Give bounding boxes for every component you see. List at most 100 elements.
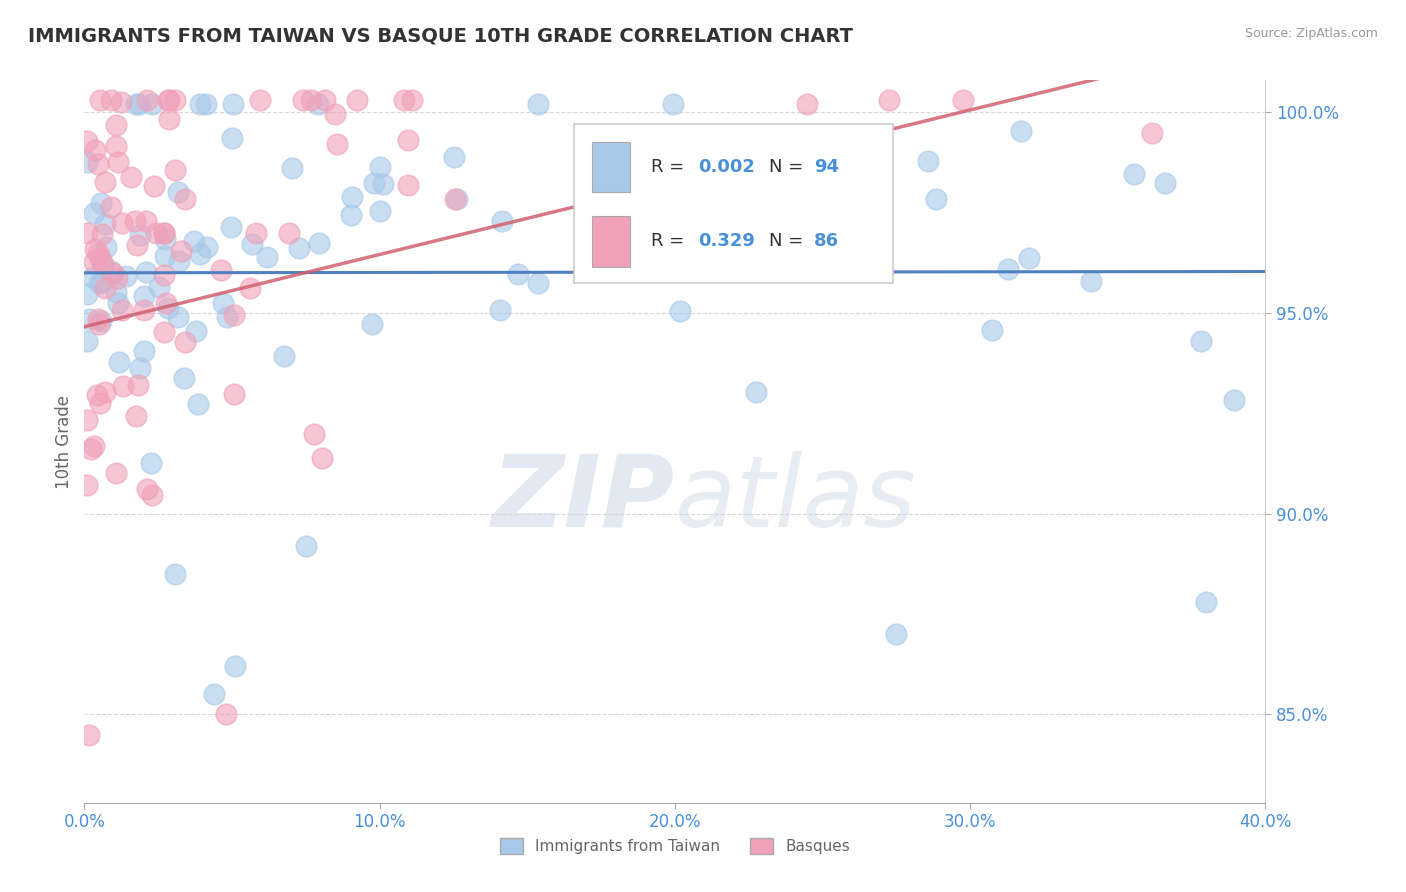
Point: [120, 169, 142, 184]
Point: [93, 175, 115, 189]
Point: [153, 232, 176, 246]
Point: [159, 94, 181, 108]
Point: [129, 361, 152, 376]
Point: [76, 413, 98, 427]
Point: [167, 185, 190, 199]
Point: [132, 303, 155, 318]
Point: [1018, 251, 1040, 265]
Point: [107, 296, 129, 310]
Point: [100, 200, 122, 214]
Point: [239, 281, 262, 295]
Point: [952, 94, 974, 108]
Point: [77, 728, 100, 742]
Point: [917, 154, 939, 169]
Point: [155, 296, 177, 310]
Point: [132, 289, 155, 303]
Point: [134, 344, 156, 359]
Point: [308, 235, 330, 250]
Point: [371, 177, 394, 191]
Text: IMMIGRANTS FROM TAIWAN VS BASQUE 10TH GRADE CORRELATION CHART: IMMIGRANTS FROM TAIWAN VS BASQUE 10TH GR…: [28, 27, 853, 45]
Point: [129, 227, 152, 242]
Point: [1154, 176, 1177, 190]
Point: [104, 466, 127, 480]
Point: [100, 264, 122, 278]
Point: [153, 268, 176, 282]
Point: [491, 214, 513, 228]
Point: [1080, 275, 1102, 289]
Point: [368, 160, 391, 174]
Point: [307, 97, 329, 112]
Point: [108, 355, 131, 369]
Point: [93, 217, 115, 231]
Point: [165, 567, 187, 582]
Point: [125, 409, 148, 423]
Point: [370, 203, 392, 218]
Point: [195, 97, 218, 112]
Point: [217, 310, 239, 325]
Point: [135, 214, 157, 228]
Point: [256, 250, 278, 264]
Point: [658, 230, 681, 244]
Point: [143, 178, 166, 193]
Point: [93, 385, 115, 400]
Point: [280, 161, 302, 176]
Point: [76, 287, 98, 301]
Point: [751, 213, 773, 227]
Point: [105, 271, 128, 285]
Point: [89, 395, 111, 409]
Point: [396, 133, 419, 147]
Text: 94: 94: [814, 158, 839, 176]
FancyBboxPatch shape: [592, 216, 630, 267]
Point: [91, 257, 114, 271]
Point: [997, 261, 1019, 276]
Point: [153, 325, 176, 339]
Point: [153, 226, 176, 240]
Point: [299, 94, 322, 108]
Text: 86: 86: [814, 233, 839, 251]
Point: [323, 106, 346, 120]
Point: [148, 280, 170, 294]
Point: [202, 688, 225, 702]
Point: [662, 97, 685, 112]
Point: [221, 131, 243, 145]
Point: [186, 324, 208, 338]
Point: [77, 311, 100, 326]
Point: [90, 227, 112, 242]
Point: [249, 94, 271, 108]
Point: [93, 281, 115, 295]
Point: [136, 94, 159, 108]
Point: [302, 426, 325, 441]
Point: [443, 192, 465, 206]
Point: [139, 456, 162, 470]
Point: [153, 226, 176, 240]
Text: R =: R =: [651, 233, 690, 251]
Text: N =: N =: [769, 158, 810, 176]
Point: [157, 112, 180, 126]
Point: [83, 242, 105, 256]
Point: [841, 228, 863, 243]
Point: [277, 226, 299, 240]
Point: [340, 190, 363, 204]
Point: [744, 384, 766, 399]
Point: [1010, 124, 1032, 138]
Point: [346, 94, 368, 108]
Point: [110, 95, 132, 109]
Point: [443, 150, 465, 164]
Point: [104, 139, 127, 153]
Point: [80, 442, 103, 456]
Point: [136, 483, 159, 497]
Point: [295, 539, 318, 553]
Y-axis label: 10th Grade: 10th Grade: [55, 394, 73, 489]
Point: [90, 195, 112, 210]
Point: [508, 267, 530, 281]
Point: [96, 240, 118, 254]
Point: [156, 301, 179, 315]
FancyBboxPatch shape: [575, 124, 893, 283]
Point: [240, 236, 263, 251]
Point: [981, 323, 1004, 337]
Point: [183, 234, 205, 248]
Point: [174, 335, 197, 350]
Point: [107, 155, 129, 169]
Point: [1195, 595, 1218, 609]
Text: 0.329: 0.329: [699, 233, 755, 251]
